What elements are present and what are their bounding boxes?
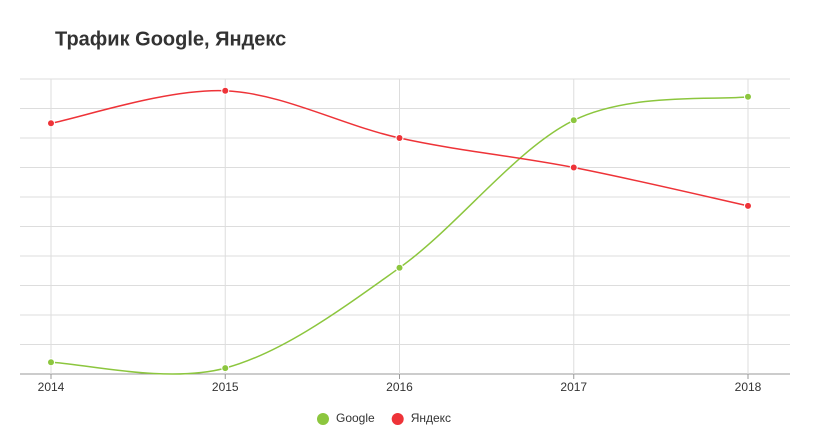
x-tick-label: 2014 — [38, 380, 65, 394]
x-tick-label: 2017 — [560, 380, 587, 394]
data-point — [744, 201, 752, 210]
data-point — [744, 92, 752, 101]
legend-marker — [317, 413, 329, 425]
data-point — [47, 358, 55, 367]
x-tick-label: 2015 — [212, 380, 239, 394]
legend-label: Google — [336, 411, 375, 425]
legend-label: Яндекс — [411, 411, 451, 425]
data-point — [569, 116, 578, 125]
data-point — [221, 86, 230, 95]
x-tick-label: 2016 — [386, 380, 413, 394]
chart-title: Трафик Google, Яндекс — [55, 28, 286, 50]
data-point — [221, 364, 230, 373]
data-point — [395, 134, 404, 142]
data-point — [47, 119, 55, 128]
legend-marker — [391, 413, 404, 425]
data-point — [569, 163, 578, 172]
x-tick-label: 2018 — [735, 380, 762, 394]
data-point — [395, 263, 404, 272]
